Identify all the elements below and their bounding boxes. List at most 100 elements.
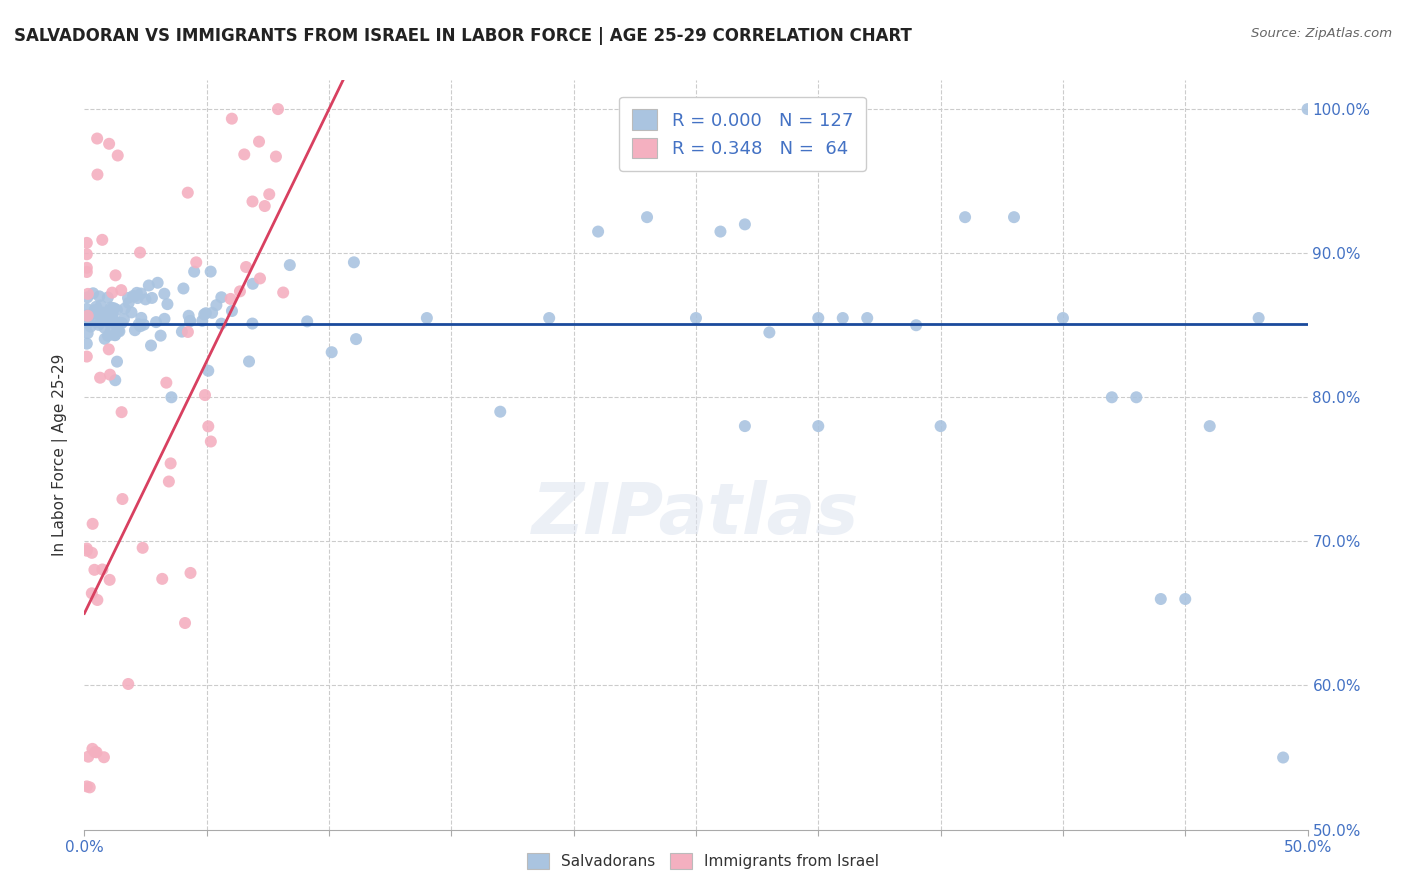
Point: [321, 345, 343, 359]
Point: [84, 306, 107, 320]
Point: [94, 311, 117, 326]
Point: [1198, 419, 1220, 434]
Point: [186, 255, 208, 269]
Point: [97, 343, 120, 357]
Point: [90, 299, 112, 313]
Point: [124, 323, 146, 337]
Point: [94, 310, 117, 324]
Point: [76, 235, 98, 250]
Point: [98, 368, 121, 382]
Point: [84, 305, 107, 319]
Point: [117, 291, 139, 305]
Point: [149, 328, 172, 343]
Point: [101, 285, 124, 300]
Point: [242, 317, 264, 331]
Point: [343, 255, 366, 269]
Point: [80, 546, 103, 560]
Point: [118, 295, 141, 310]
Point: [76, 780, 98, 794]
Point: [125, 285, 148, 300]
Point: [636, 210, 658, 224]
Point: [129, 310, 152, 325]
Point: [77, 749, 100, 764]
Point: [76, 336, 98, 351]
Point: [141, 291, 163, 305]
Point: [249, 271, 271, 285]
Point: [82, 742, 104, 756]
Point: [134, 293, 156, 307]
Point: [138, 278, 160, 293]
Point: [90, 309, 112, 323]
Point: [758, 326, 780, 340]
Point: [97, 328, 120, 343]
Y-axis label: In Labor Force | Age 25-29: In Labor Force | Age 25-29: [52, 354, 69, 556]
Point: [200, 434, 222, 449]
Point: [101, 312, 124, 326]
Point: [122, 289, 145, 303]
Legend: Salvadorans, Immigrants from Israel: Salvadorans, Immigrants from Israel: [522, 847, 884, 875]
Point: [146, 276, 169, 290]
Point: [121, 305, 143, 319]
Point: [76, 350, 98, 364]
Point: [586, 225, 609, 239]
Point: [84, 300, 107, 314]
Point: [98, 573, 121, 587]
Point: [1125, 390, 1147, 404]
Point: [1174, 592, 1197, 607]
Point: [177, 309, 200, 323]
Point: [83, 563, 105, 577]
Point: [104, 328, 127, 343]
Point: [150, 572, 173, 586]
Point: [179, 314, 201, 328]
Point: [194, 306, 217, 320]
Point: [197, 364, 219, 378]
Point: [76, 290, 98, 304]
Point: [100, 324, 122, 338]
Point: [139, 338, 162, 352]
Point: [124, 289, 146, 303]
Point: [79, 319, 101, 334]
Point: [489, 405, 512, 419]
Point: [267, 102, 290, 116]
Point: [734, 419, 756, 434]
Point: [76, 316, 98, 330]
Point: [1272, 750, 1295, 764]
Point: [253, 199, 276, 213]
Point: [1150, 592, 1173, 607]
Point: [200, 264, 222, 278]
Point: [229, 285, 252, 299]
Point: [856, 311, 879, 326]
Point: [76, 326, 98, 341]
Point: [734, 218, 756, 232]
Point: [77, 286, 100, 301]
Point: [1052, 311, 1074, 326]
Point: [76, 247, 98, 261]
Point: [82, 286, 104, 301]
Point: [247, 135, 270, 149]
Point: [197, 419, 219, 434]
Point: [89, 370, 111, 384]
Point: [87, 315, 110, 329]
Point: [159, 457, 181, 471]
Point: [278, 258, 301, 272]
Point: [194, 388, 217, 402]
Point: [77, 310, 100, 325]
Point: [153, 311, 176, 326]
Point: [177, 325, 200, 339]
Point: [205, 298, 228, 312]
Point: [160, 390, 183, 404]
Point: [295, 314, 318, 328]
Point: [86, 593, 108, 607]
Point: [685, 311, 707, 326]
Point: [177, 186, 200, 200]
Point: [93, 305, 115, 319]
Point: [91, 233, 114, 247]
Point: [105, 302, 128, 317]
Point: [82, 516, 104, 531]
Point: [264, 150, 287, 164]
Point: [87, 318, 110, 332]
Point: [127, 291, 149, 305]
Point: [101, 301, 124, 316]
Point: [131, 541, 153, 555]
Point: [221, 112, 243, 126]
